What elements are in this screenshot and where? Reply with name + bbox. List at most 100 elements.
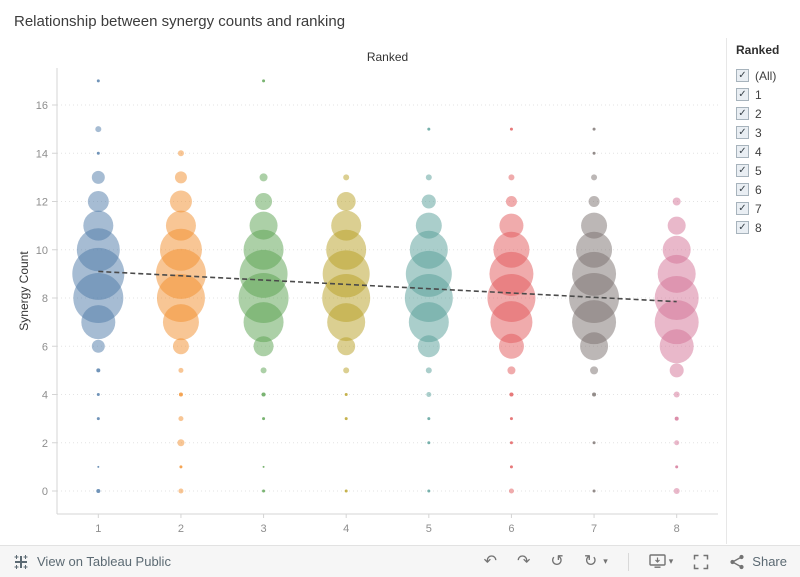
- bubble-rank-1[interactable]: [96, 79, 100, 83]
- bubble-rank-2[interactable]: [178, 416, 184, 422]
- checkbox-icon[interactable]: ✓: [736, 164, 749, 177]
- filter-item-6[interactable]: ✓ 6: [736, 180, 800, 199]
- bubble-rank-2[interactable]: [169, 190, 192, 213]
- bubble-rank-7[interactable]: [592, 441, 596, 445]
- bubble-rank-3[interactable]: [253, 336, 274, 357]
- bubble-rank-2[interactable]: [172, 338, 189, 355]
- bubble-rank-8[interactable]: [654, 300, 699, 345]
- bubble-rank-6[interactable]: [505, 196, 517, 207]
- bubble-rank-4[interactable]: [336, 192, 356, 211]
- bubble-rank-2[interactable]: [177, 439, 185, 447]
- bubble-rank-2[interactable]: [178, 367, 184, 373]
- bubble-rank-2[interactable]: [162, 304, 199, 341]
- bubble-rank-7[interactable]: [590, 366, 599, 375]
- checkbox-icon[interactable]: ✓: [736, 221, 749, 234]
- bubble-rank-4[interactable]: [344, 417, 348, 421]
- checkbox-icon[interactable]: ✓: [736, 69, 749, 82]
- refresh-icon[interactable]: ↻: [583, 552, 598, 570]
- checkbox-icon[interactable]: ✓: [736, 202, 749, 215]
- bubble-rank-2[interactable]: [174, 171, 187, 184]
- filter-item-4[interactable]: ✓ 4: [736, 142, 800, 161]
- redo-icon[interactable]: ↷: [517, 552, 531, 570]
- filter-item-2[interactable]: ✓ 2: [736, 104, 800, 123]
- bubble-rank-4[interactable]: [337, 337, 356, 356]
- bubble-rank-8[interactable]: [673, 391, 680, 398]
- bubble-rank-8[interactable]: [667, 216, 686, 235]
- replay-icon[interactable]: ↺: [550, 552, 564, 570]
- bubble-rank-6[interactable]: [508, 174, 515, 181]
- bubble-rank-6[interactable]: [490, 301, 533, 344]
- bubble-rank-5[interactable]: [427, 417, 431, 421]
- bubble-rank-6[interactable]: [509, 417, 513, 421]
- bubble-rank-2[interactable]: [178, 488, 184, 494]
- bubble-rank-5[interactable]: [426, 392, 432, 397]
- bubble-rank-6[interactable]: [498, 333, 524, 359]
- bubble-rank-3[interactable]: [261, 392, 266, 397]
- bubble-rank-6[interactable]: [509, 441, 513, 445]
- filter-item-all[interactable]: ✓ (All): [736, 66, 800, 85]
- bubble-rank-6[interactable]: [507, 366, 516, 375]
- bubble-rank-8[interactable]: [674, 440, 680, 446]
- bubble-rank-3[interactable]: [243, 302, 284, 343]
- filter-item-3[interactable]: ✓ 3: [736, 123, 800, 142]
- filter-item-7[interactable]: ✓ 7: [736, 199, 800, 218]
- filter-item-8[interactable]: ✓ 8: [736, 218, 800, 237]
- bubble-rank-3[interactable]: [262, 79, 266, 83]
- bubble-rank-1[interactable]: [96, 417, 100, 421]
- bubble-rank-5[interactable]: [427, 489, 431, 493]
- bubble-rank-5[interactable]: [408, 302, 449, 343]
- bubble-rank-1[interactable]: [95, 126, 102, 133]
- bubble-rank-5[interactable]: [427, 441, 431, 445]
- bubble-rank-8[interactable]: [674, 416, 679, 421]
- bubble-rank-8[interactable]: [672, 197, 681, 206]
- view-on-tableau-public-link[interactable]: View on Tableau Public: [13, 554, 171, 570]
- bubble-rank-1[interactable]: [81, 305, 116, 340]
- refresh-caret-icon[interactable]: ▾: [603, 556, 608, 566]
- bubble-rank-7[interactable]: [592, 127, 596, 131]
- bubble-rank-7[interactable]: [592, 151, 596, 155]
- bubble-rank-7[interactable]: [580, 332, 609, 361]
- bubble-rank-6[interactable]: [509, 392, 514, 397]
- bubble-rank-3[interactable]: [260, 367, 267, 374]
- filter-item-5[interactable]: ✓ 5: [736, 161, 800, 180]
- bubble-rank-4[interactable]: [327, 303, 366, 342]
- checkbox-icon[interactable]: ✓: [736, 88, 749, 101]
- checkbox-icon[interactable]: ✓: [736, 107, 749, 120]
- bubble-rank-8[interactable]: [673, 488, 680, 494]
- bubble-rank-2[interactable]: [179, 465, 183, 469]
- bubble-rank-7[interactable]: [592, 392, 597, 397]
- bubble-rank-7[interactable]: [591, 174, 598, 181]
- fullscreen-button[interactable]: [693, 554, 709, 570]
- bubble-rank-6[interactable]: [509, 127, 513, 131]
- bubble-rank-3[interactable]: [255, 193, 273, 210]
- undo-icon[interactable]: ↶: [483, 552, 498, 570]
- checkbox-icon[interactable]: ✓: [736, 183, 749, 196]
- bubble-rank-2[interactable]: [177, 150, 184, 157]
- bubble-rank-3[interactable]: [262, 465, 265, 468]
- bubble-rank-7[interactable]: [592, 489, 596, 493]
- bubble-rank-1[interactable]: [96, 393, 100, 396]
- bubble-rank-5[interactable]: [427, 127, 431, 131]
- bubble-rank-5[interactable]: [425, 174, 432, 181]
- bubble-rank-8[interactable]: [675, 465, 679, 469]
- bubble-rank-3[interactable]: [262, 417, 266, 421]
- bubble-rank-7[interactable]: [588, 196, 600, 207]
- checkbox-icon[interactable]: ✓: [736, 145, 749, 158]
- bubble-rank-6[interactable]: [499, 213, 524, 238]
- bubble-rank-4[interactable]: [343, 367, 350, 374]
- bubble-rank-3[interactable]: [262, 489, 266, 493]
- share-button[interactable]: Share: [729, 554, 787, 570]
- bubble-rank-2[interactable]: [178, 392, 183, 397]
- bubble-rank-6[interactable]: [509, 465, 513, 469]
- bubble-rank-6[interactable]: [508, 488, 514, 494]
- bubble-rank-3[interactable]: [259, 173, 268, 182]
- bubble-rank-1[interactable]: [96, 151, 100, 155]
- bubble-rank-1[interactable]: [96, 489, 101, 493]
- bubble-rank-4[interactable]: [344, 393, 348, 396]
- checkbox-icon[interactable]: ✓: [736, 126, 749, 139]
- download-button[interactable]: ▾: [649, 554, 673, 569]
- bubble-rank-8[interactable]: [659, 329, 694, 364]
- bubble-rank-1[interactable]: [73, 273, 124, 323]
- bubble-rank-4[interactable]: [344, 489, 348, 493]
